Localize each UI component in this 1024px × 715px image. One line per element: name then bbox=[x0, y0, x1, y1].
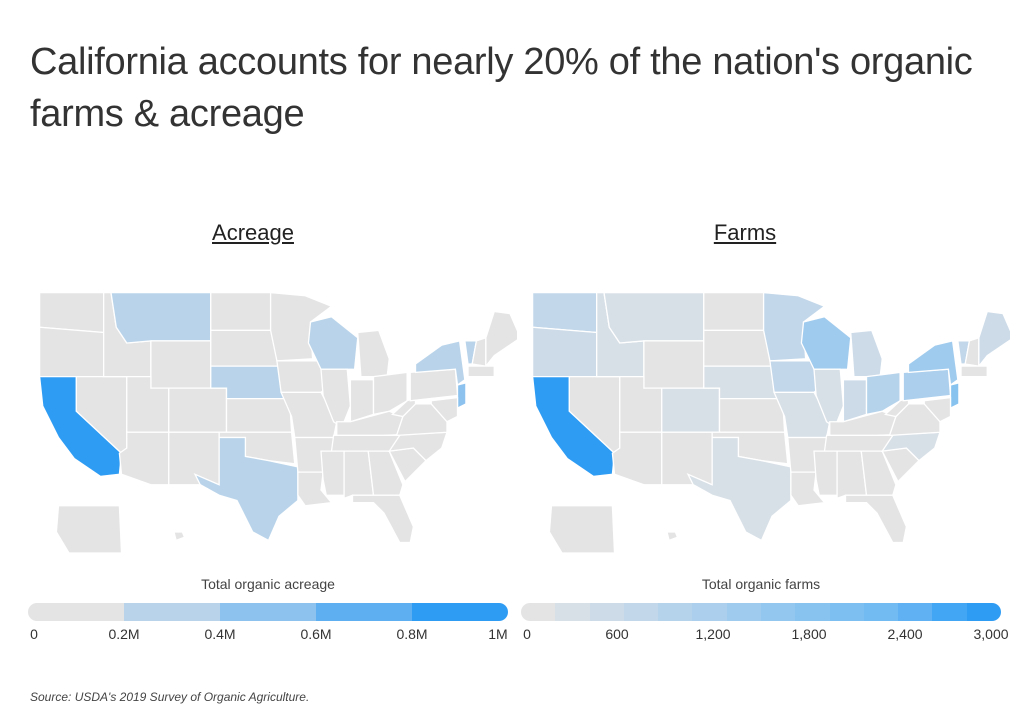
legend-swatch bbox=[555, 603, 590, 621]
state-pa bbox=[902, 368, 952, 402]
state-nm bbox=[661, 431, 713, 486]
legend-tick-label: 3,000 bbox=[973, 626, 1009, 642]
state-md bbox=[430, 396, 459, 423]
state-wi bbox=[307, 316, 359, 370]
legend-tick-label: 1,800 bbox=[791, 626, 827, 642]
legend-swatch bbox=[623, 603, 659, 621]
state-ma bbox=[467, 365, 495, 378]
state-ks bbox=[225, 398, 293, 433]
legend-tick-label: 0.2M bbox=[108, 626, 140, 642]
state-ga bbox=[367, 450, 404, 496]
farms-choropleth-map bbox=[531, 291, 1010, 554]
farms-legend-title: Total organic farms bbox=[701, 576, 821, 592]
state-or bbox=[38, 326, 105, 378]
state-mt bbox=[110, 291, 212, 344]
state-wa bbox=[531, 291, 598, 334]
state-nc bbox=[876, 431, 941, 462]
state-nd bbox=[210, 291, 272, 332]
acreage-map-title: Acreage bbox=[212, 220, 294, 245]
legend-tick-label: 0.6M bbox=[300, 626, 332, 642]
state-ak bbox=[55, 505, 123, 554]
state-hi bbox=[666, 531, 679, 542]
state-ny bbox=[907, 340, 959, 387]
legend-swatch bbox=[760, 603, 796, 621]
state-fl bbox=[844, 494, 908, 544]
state-oh bbox=[372, 371, 408, 416]
acreage-choropleth-map bbox=[38, 291, 517, 554]
state-sd bbox=[210, 329, 280, 367]
legend-swatch bbox=[932, 603, 967, 621]
state-wi bbox=[800, 316, 852, 370]
state-nj bbox=[456, 382, 467, 410]
legend-tick-label: 0 bbox=[30, 626, 38, 642]
state-mi bbox=[357, 329, 390, 378]
legend-swatch bbox=[829, 603, 864, 621]
state-wy bbox=[150, 340, 212, 389]
state-pa bbox=[409, 368, 459, 402]
legend-swatch bbox=[220, 603, 316, 621]
legend-tick-label: 0.8M bbox=[396, 626, 428, 642]
legend-swatch bbox=[658, 603, 693, 621]
state-fl bbox=[351, 494, 415, 544]
state-ga bbox=[860, 450, 897, 496]
page-title: California accounts for nearly 20% of th… bbox=[30, 41, 973, 135]
farms-color-legend bbox=[521, 603, 1001, 621]
state-ms bbox=[320, 450, 345, 496]
legend-tick-label: 1M bbox=[488, 626, 508, 642]
state-nd bbox=[703, 291, 765, 332]
state-co bbox=[168, 387, 228, 433]
state-wa bbox=[38, 291, 105, 334]
state-ks bbox=[718, 398, 786, 433]
legend-swatch bbox=[898, 603, 933, 621]
state-ak bbox=[548, 505, 616, 554]
state-md bbox=[923, 396, 952, 423]
legend-tick-label: 0.4M bbox=[204, 626, 236, 642]
state-az bbox=[118, 431, 170, 486]
state-hi bbox=[173, 531, 186, 542]
legend-swatch bbox=[692, 603, 727, 621]
state-co bbox=[661, 387, 721, 433]
legend-swatch bbox=[863, 603, 899, 621]
legend-swatch bbox=[28, 603, 124, 621]
legend-swatch bbox=[124, 603, 220, 621]
state-sd bbox=[703, 329, 773, 367]
legend-tick-label: 600 bbox=[605, 626, 629, 642]
state-wy bbox=[643, 340, 705, 389]
state-mt bbox=[603, 291, 705, 344]
state-or bbox=[531, 326, 598, 378]
state-ma bbox=[960, 365, 988, 378]
state-ny bbox=[414, 340, 466, 387]
state-mi bbox=[850, 329, 883, 378]
legend-swatch bbox=[589, 603, 624, 621]
state-az bbox=[611, 431, 663, 486]
state-nc bbox=[383, 431, 448, 462]
legend-tick-label: 0 bbox=[523, 626, 531, 642]
legend-tick-label: 1,200 bbox=[695, 626, 731, 642]
legend-tick-label: 2,400 bbox=[887, 626, 923, 642]
state-in bbox=[349, 379, 375, 423]
state-nm bbox=[168, 431, 220, 486]
legend-swatch bbox=[521, 603, 556, 621]
state-in bbox=[842, 379, 868, 423]
state-me bbox=[978, 310, 1010, 368]
state-tx bbox=[686, 436, 792, 542]
state-nj bbox=[949, 382, 960, 410]
legend-swatch bbox=[316, 603, 412, 621]
acreage-color-legend bbox=[28, 603, 508, 621]
state-me bbox=[485, 310, 517, 368]
legend-swatch bbox=[795, 603, 830, 621]
legend-swatch bbox=[726, 603, 761, 621]
legend-swatch bbox=[412, 603, 508, 621]
source-note: Source: USDA's 2019 Survey of Organic Ag… bbox=[30, 690, 310, 704]
state-ms bbox=[813, 450, 838, 496]
acreage-legend-title: Total organic acreage bbox=[201, 576, 335, 592]
legend-swatch bbox=[966, 603, 1001, 621]
state-tx bbox=[193, 436, 299, 542]
state-oh bbox=[865, 371, 901, 416]
farms-map-title: Farms bbox=[713, 220, 777, 245]
